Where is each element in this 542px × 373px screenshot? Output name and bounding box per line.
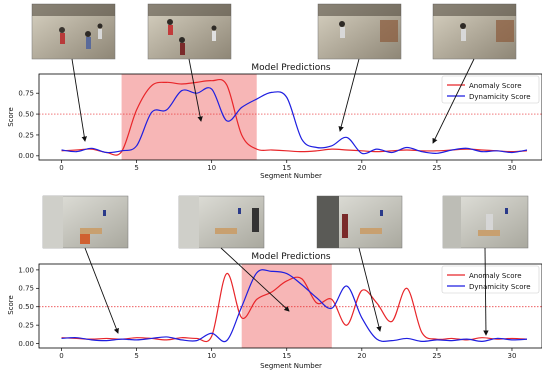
x-tick-label: 10 xyxy=(207,164,216,172)
y-tick-label: 0.25 xyxy=(18,131,34,139)
y-tick-label: 0.50 xyxy=(18,303,34,311)
arrow xyxy=(220,247,290,312)
plot-area xyxy=(38,73,542,161)
y-tick-label: 0.25 xyxy=(18,322,34,330)
x-tick-label: 0 xyxy=(59,352,63,360)
chart-title: Model Predictions xyxy=(251,63,331,73)
legend-label-dynamicity: Dynamicity Score xyxy=(469,283,531,291)
chart-panel-top: Model Predictions 0.00 0.25 0.50 0.75 0 5 10 1… xyxy=(7,63,542,180)
x-tick-label: 15 xyxy=(282,352,291,360)
x-tick-label: 5 xyxy=(134,164,138,172)
thumbnail-room-4 xyxy=(442,195,529,249)
x-axis-label: Segment Number xyxy=(260,362,322,370)
thumbnail-room-3 xyxy=(316,195,403,249)
thumbnail-store-4 xyxy=(432,3,517,60)
legend-label-anomaly: Anomaly Score xyxy=(469,272,522,280)
annotation-arrows xyxy=(71,58,489,336)
x-tick-label: 15 xyxy=(282,164,291,172)
arrow xyxy=(338,58,360,132)
legend-label-anomaly: Anomaly Score xyxy=(469,82,522,90)
legend-label-dynamicity: Dynamicity Score xyxy=(469,93,531,101)
y-tick-label: 1.00 xyxy=(18,266,34,274)
x-tick-label: 20 xyxy=(357,352,366,360)
y-tick-label: 0.00 xyxy=(18,152,34,160)
x-tick-label: 20 xyxy=(357,164,366,172)
chart-title: Model Predictions xyxy=(251,252,331,262)
thumbnail-store-2 xyxy=(147,3,232,60)
thumbnail-store-3 xyxy=(317,3,402,60)
x-tick-label: 30 xyxy=(508,352,517,360)
arrow xyxy=(432,58,475,144)
x-tick-label: 5 xyxy=(134,352,138,360)
thumbnail-room-2 xyxy=(178,195,265,249)
arrow xyxy=(483,247,489,336)
plot-area xyxy=(38,263,542,349)
y-tick-label: 0.75 xyxy=(18,285,34,293)
y-tick-label: 0.00 xyxy=(18,340,34,348)
y-tick-label: 0.75 xyxy=(18,90,34,98)
anomaly-highlight-band xyxy=(241,264,332,348)
thumbnail-store-1 xyxy=(31,3,116,60)
arrow xyxy=(84,247,119,334)
arrow xyxy=(71,58,87,142)
arrow xyxy=(358,247,382,332)
arrow xyxy=(188,58,203,122)
chart-panel-bottom: Model Predictions 0.00 0.25 0.50 0.75 1.00 0… xyxy=(7,252,542,370)
legend: Anomaly Score Dynamicity Score xyxy=(441,75,540,104)
dynamicity-score-line xyxy=(61,269,528,343)
x-tick-label: 30 xyxy=(508,164,517,172)
y-axis-label: Score xyxy=(7,295,15,315)
y-axis-label: Score xyxy=(7,107,15,127)
legend: Anomaly Score Dynamicity Score xyxy=(441,265,540,294)
x-tick-label: 10 xyxy=(207,352,216,360)
x-tick-label: 25 xyxy=(432,352,441,360)
y-tick-label: 0.50 xyxy=(18,110,34,118)
thumbnail-room-1 xyxy=(42,195,129,249)
x-tick-label: 0 xyxy=(59,164,63,172)
x-tick-label: 25 xyxy=(432,164,441,172)
dynamicity-score-line xyxy=(61,87,528,155)
x-axis-label: Segment Number xyxy=(260,172,322,180)
